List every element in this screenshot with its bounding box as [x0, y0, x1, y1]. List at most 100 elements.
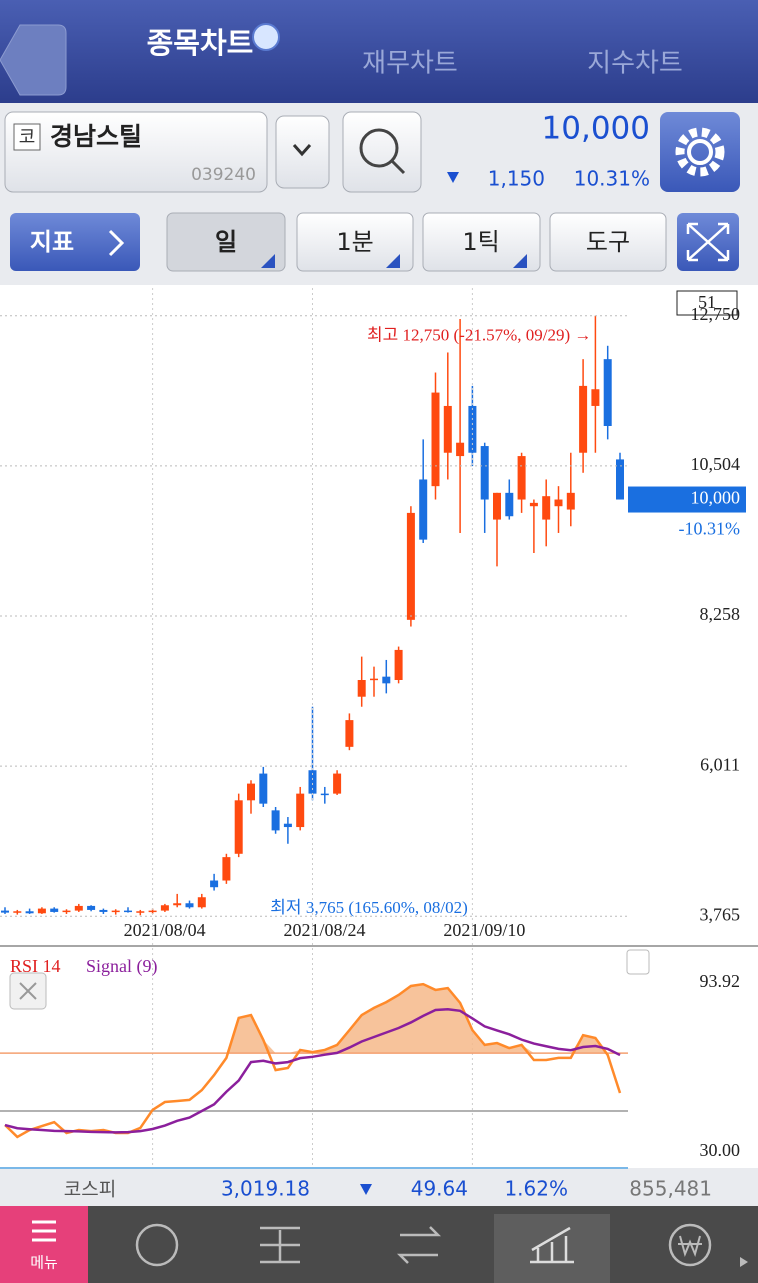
expand-icon: [686, 222, 730, 262]
y-tick-label: 6,011: [700, 754, 740, 774]
corner: [386, 254, 400, 268]
candle-body: [554, 499, 563, 507]
candle-body: [124, 910, 132, 913]
max-annotation: 최고 12,750 (-21.57%, 09/29) →: [367, 326, 591, 345]
candle-body: [591, 389, 600, 406]
corner: [261, 254, 275, 268]
refresh-icon[interactable]: [252, 23, 280, 51]
candle-body: [222, 857, 231, 881]
close-icon: [19, 982, 37, 1000]
gear-icon: [687, 139, 713, 165]
top-box-text: 51: [698, 292, 716, 312]
index-name: 코스피: [64, 1179, 116, 1201]
market-bar: [0, 1168, 758, 1206]
nav-icon[interactable]: [135, 1223, 179, 1267]
badge-text: 코: [19, 127, 36, 148]
candle-body: [566, 492, 575, 510]
candle-body: [505, 492, 514, 517]
candle-body: [160, 905, 169, 911]
candle-body: [308, 770, 317, 794]
candle-body: [37, 908, 46, 914]
back-button[interactable]: [0, 24, 67, 96]
top-box: [676, 290, 738, 316]
minute-button[interactable]: [296, 212, 414, 272]
period-label: 일: [215, 228, 237, 256]
x-tick-label: 2021/09/10: [443, 920, 525, 940]
menu-button[interactable]: [0, 1206, 88, 1283]
candle-body: [283, 823, 292, 828]
candle-body: [87, 905, 96, 910]
candle-body: [296, 793, 305, 828]
index-value: 3,019.18: [221, 1177, 310, 1201]
chevron: [108, 229, 125, 257]
tick-button[interactable]: [422, 212, 541, 272]
legend-entry: Signal (9): [86, 956, 158, 977]
corner: [513, 254, 527, 268]
down-arrow: [360, 1184, 372, 1195]
candle-body: [480, 446, 489, 500]
tab-active[interactable]: 종목차트: [147, 26, 254, 60]
candle-body: [529, 502, 538, 507]
last-price-label: 10,000: [691, 488, 741, 508]
tab[interactable]: 재무차트: [362, 49, 458, 79]
y-tick-label: 30.00: [700, 1140, 741, 1160]
tab[interactable]: 지수차트: [587, 49, 683, 79]
stock-code: 039240: [191, 165, 256, 185]
candle-body: [185, 903, 194, 908]
minute-label: 1분: [336, 228, 373, 256]
nav-icon[interactable]: [396, 1226, 442, 1264]
y-tick-label: 10,504: [691, 454, 741, 474]
period-button[interactable]: [166, 212, 286, 272]
candle-body: [493, 492, 501, 520]
index-rate: 1.62%: [504, 1177, 568, 1201]
search-icon: [390, 159, 406, 175]
candle-body: [419, 479, 428, 540]
candle-body: [394, 649, 403, 680]
scroll-toggle[interactable]: [626, 949, 650, 975]
candle-body: [443, 405, 452, 453]
candle-body: [345, 720, 354, 747]
candle-body: [13, 911, 22, 913]
y-tick-label: 93.92: [700, 971, 741, 991]
candle-body: [603, 359, 612, 426]
header: [0, 0, 758, 103]
candle-body: [357, 680, 366, 697]
candle-body: [173, 903, 182, 906]
candle-body: [406, 512, 415, 620]
nav-icon[interactable]: [668, 1223, 712, 1267]
indicator-label: 지표: [30, 228, 74, 256]
stock-input[interactable]: [4, 111, 268, 193]
menu-icon: [32, 1220, 56, 1242]
y-tick-label: 3,765: [700, 904, 741, 924]
candle-body: [234, 800, 243, 854]
candle-body: [111, 910, 120, 913]
search-icon: [359, 128, 399, 168]
tools-button[interactable]: [549, 212, 667, 272]
index-volume: 855,481: [629, 1177, 712, 1201]
tools-label: 도구: [586, 228, 630, 256]
candle-body: [333, 773, 342, 794]
price-plot: [1, 315, 624, 916]
down-arrow: [447, 172, 459, 183]
signal-line: [4, 1007, 621, 1134]
indicator-button[interactable]: [10, 213, 140, 271]
candle-body: [271, 810, 280, 831]
candle-body: [259, 773, 268, 804]
candle-body: [247, 783, 255, 801]
search-button[interactable]: [342, 111, 422, 193]
x-tick-label: 2021/08/24: [283, 920, 365, 940]
candle-body: [456, 442, 465, 457]
price: 10,000: [542, 111, 650, 147]
badge: [13, 123, 41, 151]
change: 1,150: [488, 167, 545, 191]
last-price-box: [628, 486, 746, 513]
x-tick-label: 2021/08/04: [124, 920, 206, 940]
last-change-label: -10.31%: [679, 519, 741, 539]
candle-body: [542, 496, 551, 520]
nav-more[interactable]: [740, 1257, 748, 1267]
candle-body: [148, 910, 157, 913]
candle-body: [74, 905, 83, 911]
settings-button[interactable]: [660, 112, 740, 192]
nav-icon[interactable]: [260, 1226, 300, 1264]
rsi-legend: RSI 14: [10, 956, 61, 976]
